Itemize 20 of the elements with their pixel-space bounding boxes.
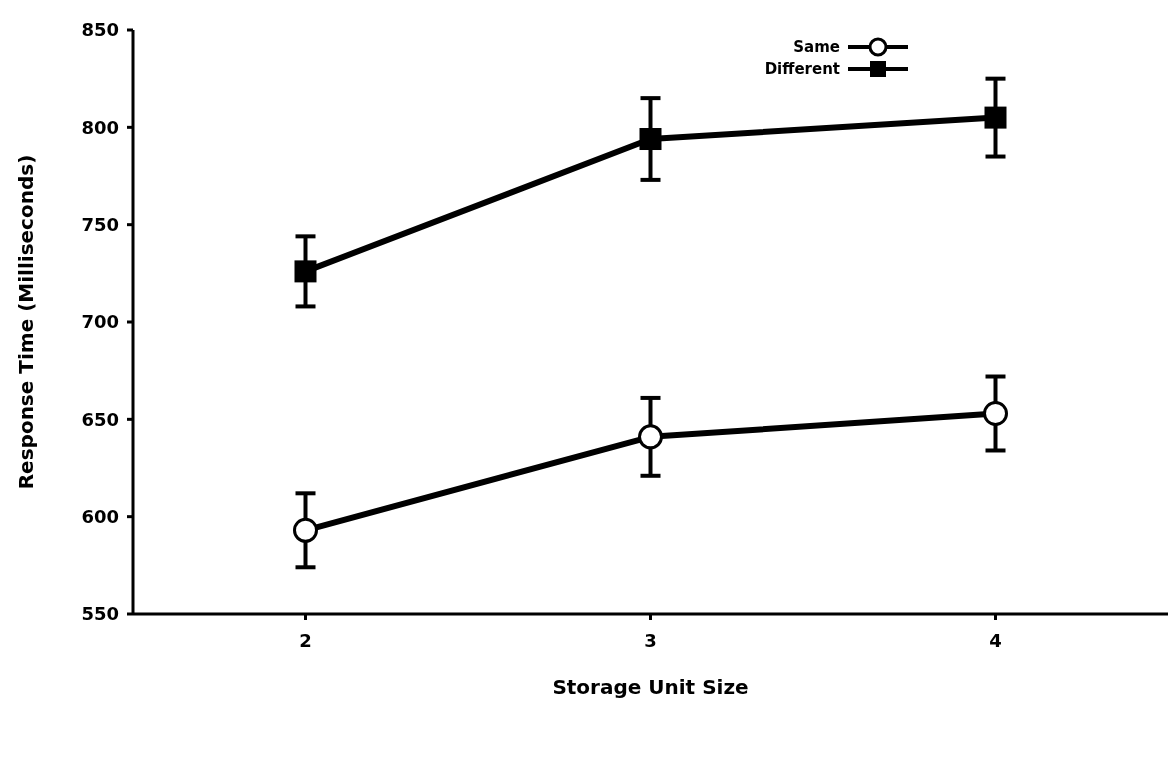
point: [294, 260, 317, 283]
y-axis-title: Response Time (Milliseconds): [14, 154, 39, 490]
x-axis-title: Storage Unit Size: [552, 675, 749, 699]
point: [638, 424, 663, 450]
x-tick-label: 2: [299, 629, 312, 651]
y-tick-label: 850: [81, 19, 119, 41]
point: [293, 517, 318, 543]
point: [983, 400, 1008, 426]
point: [984, 106, 1007, 129]
y-tick-label: 600: [81, 506, 119, 528]
x-tick-label: 4: [989, 629, 1002, 651]
x-tick-label: 3: [644, 629, 657, 651]
y-tick-label: 550: [81, 603, 119, 625]
y-tick-label: 800: [81, 116, 119, 138]
legend-label: Different: [764, 60, 840, 78]
point: [639, 128, 662, 151]
y-tick-label: 650: [81, 408, 119, 430]
y-tick-label: 700: [81, 311, 119, 333]
y-tick-label: 750: [81, 214, 119, 236]
legend-label: Same: [793, 38, 840, 56]
